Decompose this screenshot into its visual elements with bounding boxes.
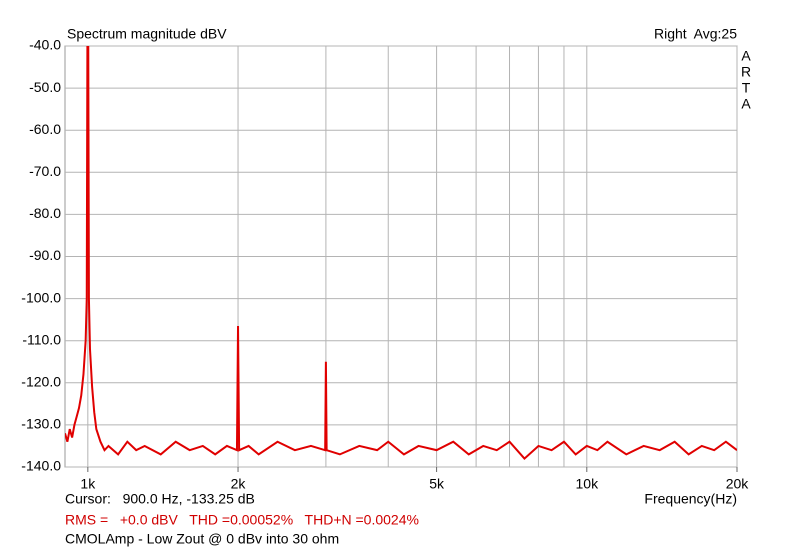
brand-letter: A xyxy=(741,48,751,64)
y-tick-label: -70.0 xyxy=(29,163,61,179)
y-tick-label: -120.0 xyxy=(21,374,61,390)
x-axis-label: Frequency(Hz) xyxy=(644,491,737,507)
x-tick-label: 5k xyxy=(429,476,445,492)
x-tick-label: 20k xyxy=(726,476,750,492)
x-tick-label: 1k xyxy=(80,476,96,492)
y-tick-label: -90.0 xyxy=(29,247,61,263)
note: CMOLAmp - Low Zout @ 0 dBv into 30 ohm xyxy=(65,531,339,547)
y-tick-label: -110.0 xyxy=(22,331,61,347)
spectrum-line xyxy=(65,46,737,460)
cursor-readout: Cursor: 900.0 Hz, -133.25 dB xyxy=(65,491,255,507)
y-tick-label: -130.0 xyxy=(21,416,61,432)
chart-title: Spectrum magnitude dBV xyxy=(67,26,227,42)
channel-info: Right Avg:25 xyxy=(654,26,737,42)
y-tick-label: -80.0 xyxy=(29,205,61,221)
y-tick-label: -40.0 xyxy=(29,37,61,53)
stats: RMS = +0.0 dBV THD =0.00052% THD+N =0.00… xyxy=(65,512,419,528)
x-tick-label: 2k xyxy=(231,476,247,492)
brand-letter: A xyxy=(741,96,751,112)
y-tick-label: -140.0 xyxy=(21,458,61,474)
brand-letter: R xyxy=(741,64,751,80)
y-tick-label: -50.0 xyxy=(29,79,61,95)
y-tick-label: -100.0 xyxy=(21,289,61,305)
x-tick-label: 10k xyxy=(576,476,600,492)
y-tick-label: -60.0 xyxy=(29,121,61,137)
brand-letter: T xyxy=(742,80,751,96)
